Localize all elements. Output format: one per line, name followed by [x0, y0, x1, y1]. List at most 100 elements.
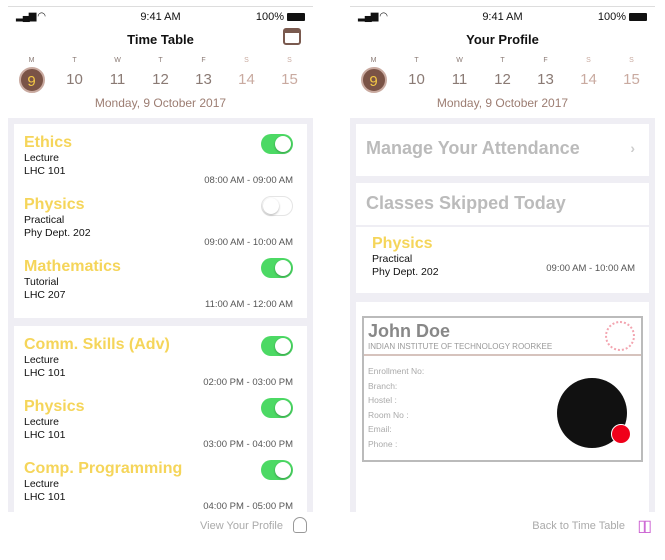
- card-afternoon: Comm. Skills (Adv) Lecture LHC 101 02:00 PM…: [14, 326, 307, 516]
- weekday-letter: T: [414, 57, 419, 64]
- day-15[interactable]: S 15: [614, 57, 650, 93]
- attendance-toggle[interactable]: [261, 134, 293, 154]
- selected-date: Monday, 9 October 2017: [436, 96, 569, 110]
- calendar-icon[interactable]: [283, 28, 301, 45]
- day-number: 14: [238, 71, 255, 88]
- weekday-letter: S: [586, 57, 591, 64]
- attendance-toggle[interactable]: [261, 196, 293, 216]
- day-number: 15: [623, 71, 640, 88]
- weekday-letter: S: [629, 57, 634, 64]
- room: LHC 207: [24, 289, 66, 301]
- day-number: 12: [494, 71, 511, 88]
- weekday-letter: S: [244, 57, 249, 64]
- week-strip: M 9 T 10 W 11 T 12 F 13 S 14 S 15: [8, 57, 313, 93]
- day-number: 12: [152, 71, 169, 88]
- manage-attendance-label: Manage Your Attendance: [366, 138, 580, 158]
- room: LHC 101: [24, 165, 66, 177]
- view-profile-link[interactable]: View Your Profile: [8, 512, 313, 540]
- status-bar: ▂▄▆ ◠ 9:41 AM 100%: [350, 11, 655, 25]
- id-field: Branch:: [368, 380, 398, 391]
- weekday-letter: T: [158, 57, 163, 64]
- day-14[interactable]: S 14: [571, 57, 607, 93]
- back-to-timetable-link[interactable]: Back to Time Table ▯▯: [350, 512, 655, 540]
- clock: 9:41 AM: [482, 11, 523, 23]
- pencils-icon: ▯▯: [637, 518, 652, 535]
- day-number: 14: [580, 71, 597, 88]
- day-12[interactable]: T 12: [485, 57, 521, 93]
- weekday-letter: F: [543, 57, 548, 64]
- id-field: Hostel :: [368, 395, 397, 405]
- weekday-letter: M: [28, 57, 35, 64]
- class-type: Practical: [24, 214, 65, 226]
- weekday-letter: F: [201, 57, 206, 64]
- day-number: 9: [18, 67, 45, 93]
- room: Phy Dept. 202: [24, 227, 91, 239]
- class-entry: Physics Lecture LHC 101 03:00 PM - 04:00 PM: [24, 398, 297, 456]
- attendance-toggle[interactable]: [261, 460, 293, 480]
- time: 09:00 AM - 10:00 AM: [204, 237, 293, 248]
- skipped-class: Physics Practical Phy Dept. 202 09:00 AM…: [372, 235, 639, 293]
- subject: Comp. Programming: [24, 460, 183, 477]
- room: LHC 101: [24, 367, 66, 379]
- signal-wifi-icon: ▂▄▆ ◠: [358, 11, 388, 22]
- day-number: 13: [537, 71, 554, 88]
- time: 11:00 AM - 12:00 AM: [204, 299, 293, 310]
- day-12[interactable]: T 12: [143, 57, 179, 93]
- day-10[interactable]: T 10: [399, 57, 435, 93]
- page-title: Your Profile: [466, 32, 539, 47]
- day-10[interactable]: T 10: [57, 57, 93, 93]
- day-11[interactable]: W 11: [442, 57, 478, 93]
- time: 04:00 PM - 05:00 PM: [203, 501, 293, 512]
- id-field: Email:: [368, 424, 392, 434]
- time: 03:00 PM - 04:00 PM: [203, 439, 293, 450]
- battery-icon: [287, 13, 305, 22]
- day-15[interactable]: S 15: [272, 57, 308, 93]
- day-14[interactable]: S 14: [229, 57, 265, 93]
- weekday-letter: W: [114, 57, 121, 64]
- time: 08:00 AM - 09:00 AM: [204, 175, 293, 186]
- chevron-right-icon: ›: [630, 140, 635, 156]
- day-number: 13: [195, 71, 212, 88]
- day-number: 15: [281, 71, 298, 88]
- logo-seal: [605, 321, 635, 351]
- profile-screen: ▂▄▆ ◠ 9:41 AM 100% Your Profile M 9 T 10 W 11 T 1…: [350, 6, 655, 540]
- day-number: 11: [451, 71, 468, 88]
- id-fields: Enrollment No: Branch: Hostel : Room No : Em…: [364, 356, 641, 459]
- day-13[interactable]: F 13: [186, 57, 222, 93]
- room: Phy Dept. 202: [372, 266, 439, 278]
- subject: Physics: [24, 398, 85, 415]
- skipped-card: Physics Practical Phy Dept. 202 09:00 AM…: [356, 227, 649, 293]
- class-entry: Ethics Lecture LHC 101 08:00 AM - 09:00 AM: [24, 134, 297, 192]
- clock: 9:41 AM: [140, 11, 181, 23]
- timetable-list: Ethics Lecture LHC 101 08:00 AM - 09:00 AM P…: [8, 118, 313, 516]
- attendance-toggle[interactable]: [261, 336, 293, 356]
- signal-wifi-icon: ▂▄▆ ◠: [16, 11, 46, 22]
- day-number: 10: [408, 71, 425, 88]
- class-entry: Comm. Skills (Adv) Lecture LHC 101 02:00 PM…: [24, 336, 297, 394]
- id-field: Phone :: [368, 438, 398, 449]
- weekday-letter: W: [456, 57, 463, 64]
- selected-date: Monday, 9 October 2017: [94, 96, 227, 110]
- battery-percent: 100%: [597, 11, 626, 23]
- profile-content: Manage Your Attendance › Classes Skipped …: [350, 118, 655, 512]
- battery-percent: 100%: [255, 11, 284, 23]
- day-number: 9: [360, 67, 387, 93]
- battery: 100%: [256, 11, 305, 23]
- id-card: John Doe INDIAN INSTITUTE OF TECHNOLOGY …: [362, 316, 643, 462]
- day-13[interactable]: F 13: [528, 57, 564, 93]
- attendance-toggle[interactable]: [261, 398, 293, 418]
- class-type: Lecture: [24, 416, 60, 428]
- page-title: Time Table: [127, 32, 194, 47]
- card-morning: Ethics Lecture LHC 101 08:00 AM - 09:00 AM P…: [14, 124, 307, 318]
- manage-attendance-button[interactable]: Manage Your Attendance ›: [356, 124, 649, 176]
- student-name: John Doe: [368, 321, 451, 341]
- class-type: Lecture: [24, 478, 60, 490]
- attendance-toggle[interactable]: [261, 258, 293, 278]
- day-11[interactable]: W 11: [100, 57, 136, 93]
- status-dot: [611, 424, 631, 444]
- weekday-letter: M: [370, 57, 377, 64]
- room: LHC 101: [24, 491, 66, 503]
- subject: Physics: [24, 196, 85, 213]
